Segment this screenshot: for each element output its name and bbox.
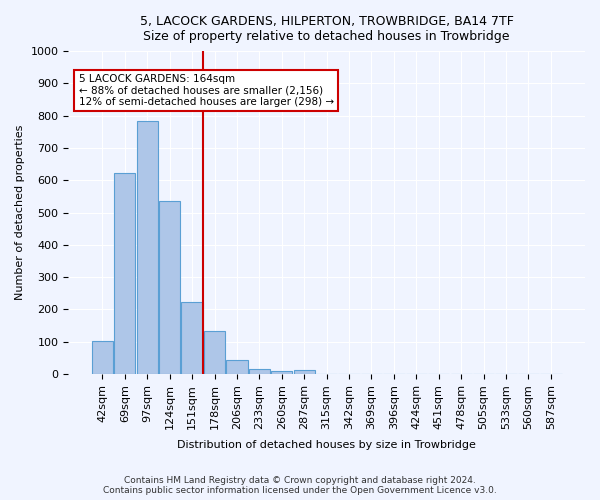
Text: 5 LACOCK GARDENS: 164sqm
← 88% of detached houses are smaller (2,156)
12% of sem: 5 LACOCK GARDENS: 164sqm ← 88% of detach… (79, 74, 334, 107)
Bar (226, 360, 248, 374)
Bar (293, 370, 315, 374)
Bar (114, 173, 136, 374)
Bar (137, 120, 158, 374)
Bar (92, 341, 113, 374)
X-axis label: Distribution of detached houses by size in Trowbridge: Distribution of detached houses by size … (177, 440, 476, 450)
Bar (204, 331, 225, 374)
Text: Contains HM Land Registry data © Crown copyright and database right 2024.
Contai: Contains HM Land Registry data © Crown c… (103, 476, 497, 495)
Bar (249, 368, 270, 374)
Bar (159, 202, 181, 374)
Title: 5, LACOCK GARDENS, HILPERTON, TROWBRIDGE, BA14 7TF
Size of property relative to : 5, LACOCK GARDENS, HILPERTON, TROWBRIDGE… (140, 15, 514, 43)
Y-axis label: Number of detached properties: Number of detached properties (15, 125, 25, 300)
Bar (181, 302, 203, 374)
Bar (271, 371, 292, 374)
